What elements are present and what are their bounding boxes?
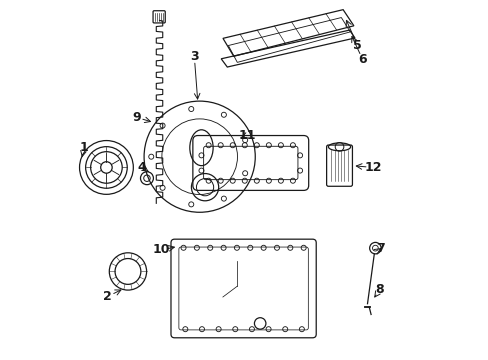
Text: 1: 1 <box>80 141 88 154</box>
Text: 3: 3 <box>190 50 198 63</box>
Text: 8: 8 <box>375 283 384 296</box>
Text: 5: 5 <box>352 39 361 52</box>
Text: 12: 12 <box>364 161 381 174</box>
Text: 10: 10 <box>152 243 170 256</box>
Text: 6: 6 <box>358 53 366 66</box>
Text: 7: 7 <box>375 242 384 255</box>
Text: 9: 9 <box>132 111 140 124</box>
Text: 2: 2 <box>103 290 112 303</box>
Text: 11: 11 <box>238 129 256 142</box>
Text: 4: 4 <box>138 161 146 174</box>
